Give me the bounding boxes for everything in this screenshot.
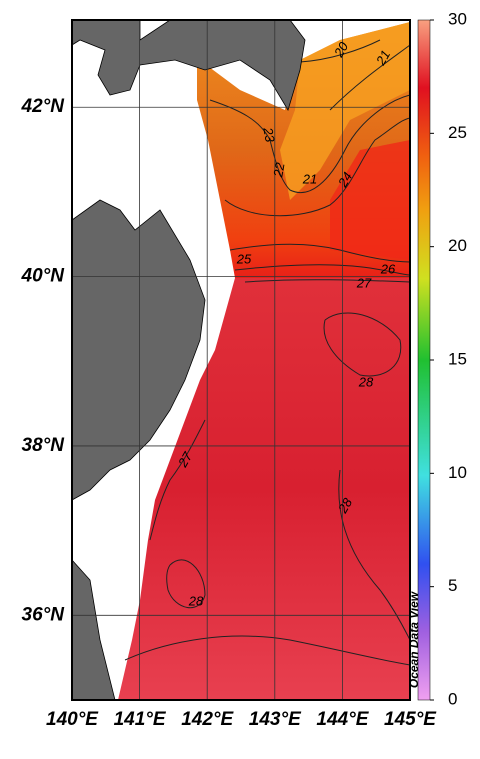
ocean-south	[118, 278, 410, 700]
contours	[124, 39, 410, 666]
colorbar-tick-label: 25	[448, 123, 467, 142]
contour-label: 28	[334, 495, 355, 517]
contour-label: 27	[174, 449, 195, 471]
colorbar-tick-label: 5	[448, 576, 457, 595]
contour-label: 28	[358, 374, 374, 389]
land	[72, 20, 306, 700]
x-tick-label: 144°E	[316, 709, 369, 730]
credit: Ocean Data View	[407, 591, 421, 688]
colorbar-tick-label: 0	[448, 689, 457, 708]
colorbar-tick-label: 20	[448, 236, 467, 255]
contour-label: 27	[356, 275, 372, 290]
x-tick-label: 140°E	[46, 709, 99, 730]
contour-label: 22	[270, 161, 288, 180]
x-tick-label: 141°E	[114, 709, 167, 730]
contour-label: 21	[302, 171, 317, 186]
contour-label: 21	[372, 47, 393, 68]
warm-core	[330, 140, 410, 260]
x-tick-label: 143°E	[249, 709, 302, 730]
colorbar-tick-label: 10	[448, 463, 467, 482]
cool-core	[280, 22, 410, 200]
contour-label: 26	[380, 261, 396, 276]
x-tick-label: 145°E	[384, 709, 437, 730]
y-tick-label: 38°N	[22, 435, 66, 456]
contour-label: 23	[260, 125, 278, 144]
contour-label: 25	[236, 251, 252, 266]
x-tick-label: 142°E	[181, 709, 234, 730]
y-tick-label: 36°N	[22, 604, 66, 625]
map-frame	[71, 19, 411, 701]
y-tick-label: 40°N	[21, 266, 66, 287]
contour-label: 20	[330, 39, 351, 61]
colorbar-tick-label: 30	[448, 9, 467, 28]
contour-label: 28	[188, 593, 204, 608]
contour-label: 24	[334, 169, 355, 190]
y-tick-label: 42°N	[21, 96, 66, 117]
map-body	[72, 20, 410, 700]
colorbar-tick-label: 15	[448, 349, 467, 368]
